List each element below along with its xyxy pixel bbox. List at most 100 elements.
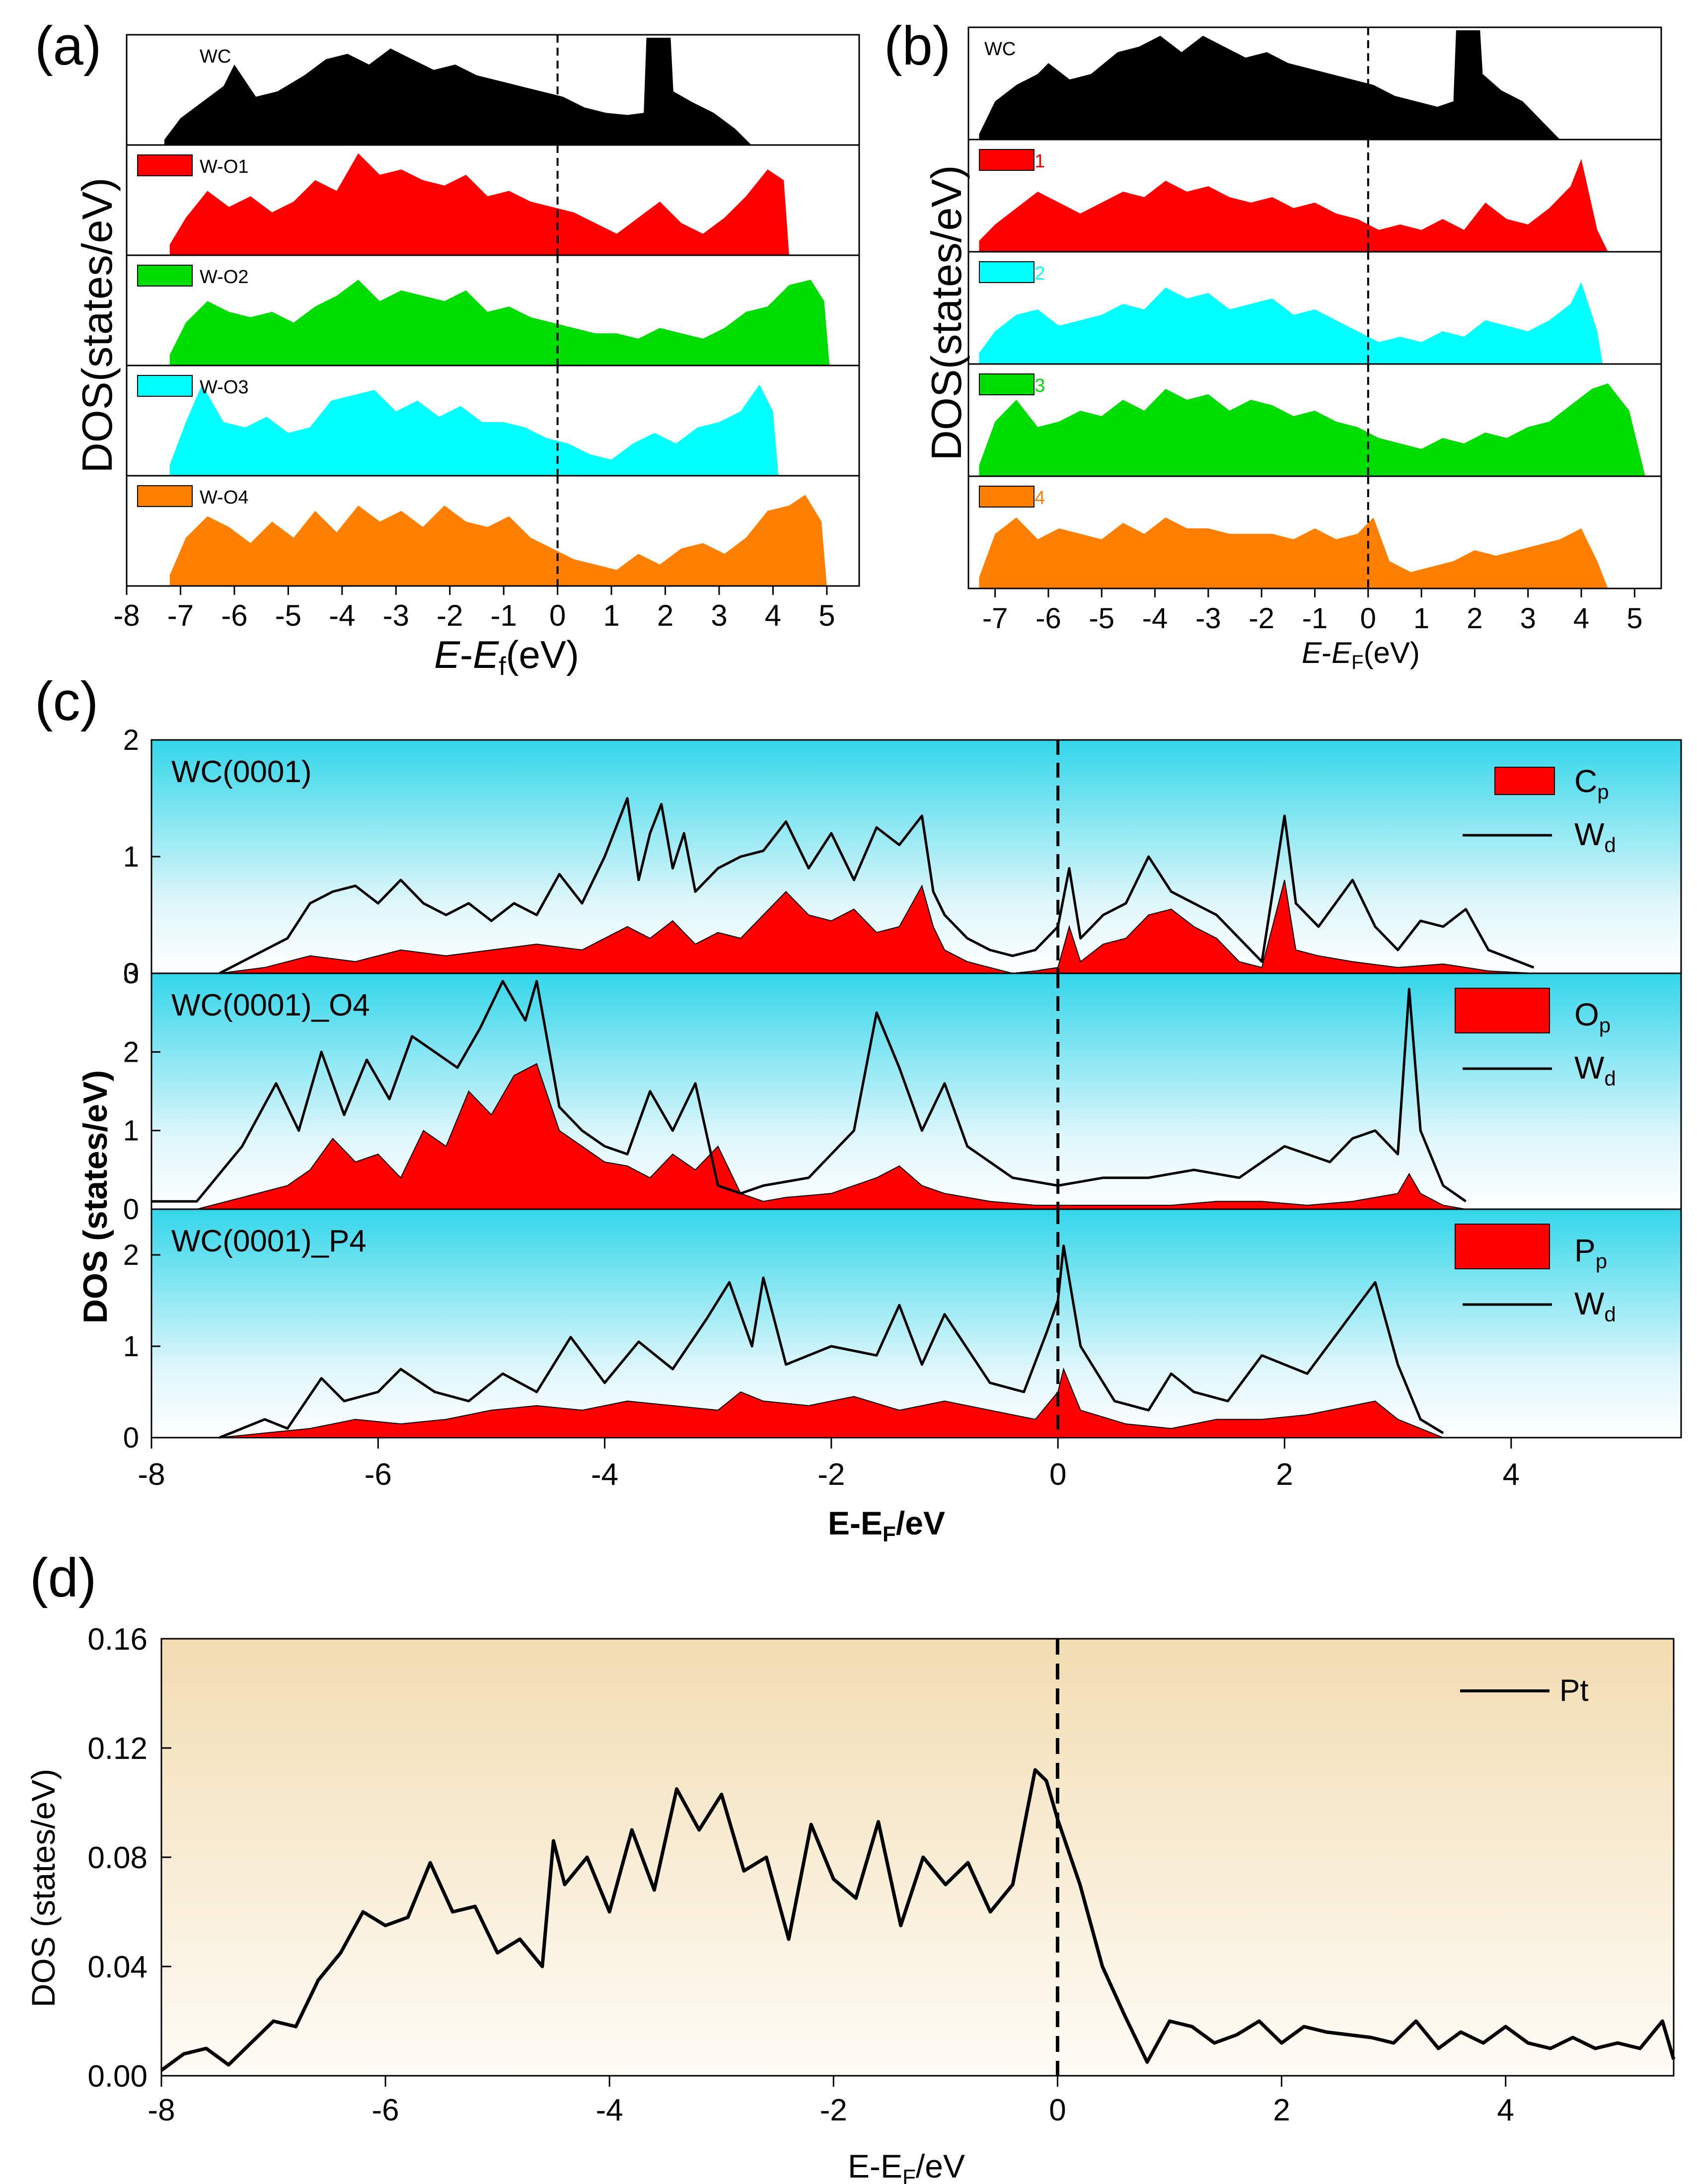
series-label-wc-p3: WC-P3	[984, 375, 1045, 396]
x-tick-label: -4	[591, 1457, 618, 1492]
panel-b-plot-area: WC WC-P1 WC-P2 WC-P3 WC-P4	[967, 26, 1662, 589]
series-area-wc	[164, 38, 752, 145]
panel-d-letter: (d)	[30, 1547, 96, 1608]
panel-c-plot-area: WC(0001)012CpWdWC(0001)_O40123OpWdWC(000…	[123, 724, 1682, 1454]
panel-b: (b) DOS(states/eV) WC WC-P1 WC-P2 WC-P3 WC-P…	[884, 15, 1662, 673]
legend-subscript: p	[1597, 780, 1609, 803]
panel-a-x-ticks: -8 -7 -6 -5 -4 -3 -2 -1 0 1 2 3 4 5	[113, 586, 835, 632]
y-tick-label: 1	[123, 841, 139, 873]
series-area-wc-p2	[979, 282, 1603, 364]
y-tick-label: 0.08	[87, 1841, 148, 1875]
series-label-w-o4: W-O4	[200, 487, 249, 508]
plot-background	[160, 1638, 1675, 2077]
x-tick-label: 4	[765, 599, 781, 632]
series-line-w	[219, 1244, 1444, 1439]
legend-swatch-w-o2	[137, 265, 193, 287]
panel-b-xlabel: E-EF(eV)	[1302, 636, 1420, 673]
x-tick-label: -6	[365, 1457, 392, 1492]
subplot-label: WC(0001)_P4	[171, 1224, 367, 1258]
series-label-w-o1: W-O1	[200, 156, 249, 177]
series-area-w-o2	[169, 280, 830, 365]
series-label-w-o3: W-O3	[200, 377, 249, 398]
x-tick-label: -8	[113, 599, 140, 632]
panel-c-x-ticks: -8 -6 -4 -2 0 2 4	[138, 1438, 1520, 1492]
subplot-w-o4: W-O4	[126, 475, 860, 587]
y-tick-label: 0.12	[87, 1732, 148, 1766]
panel-a: (a) DOS(states/eV) WC W-O1 W-O2 W-O3 W-O4 -8…	[35, 15, 860, 681]
x-tick-label: -3	[383, 599, 409, 632]
y-tick-label: 0	[123, 1193, 139, 1226]
x-tick-label: -6	[221, 599, 247, 632]
subplot-w-o3: W-O3	[126, 364, 860, 477]
x-tick-label: -8	[138, 1457, 165, 1492]
y-tick-label: 1	[123, 1115, 139, 1147]
panel-c: (c) DOS (states/eV) WC(0001)012CpWdWC(00…	[35, 671, 1682, 1546]
legend-swatch	[1455, 988, 1550, 1033]
panel-a-plot-area: WC W-O1 W-O2 W-O3 W-O4	[126, 34, 860, 587]
x-tick-label: -2	[820, 2093, 847, 2127]
series-area-wc	[979, 30, 1560, 140]
subplot-background	[150, 972, 1682, 1210]
x-tick-label: -4	[1142, 602, 1168, 635]
series-area-wc-p1	[979, 159, 1608, 252]
y-tick-label: 2	[123, 1036, 139, 1068]
legend-subscript: p	[1596, 1249, 1607, 1273]
series-area-w-o4	[169, 495, 827, 586]
subplot-wc-p2: WC-P2	[967, 251, 1662, 365]
series-label-w-o2: W-O2	[200, 267, 249, 288]
panel-b-x-ticks: -7 -6 -5 -4 -3 -2 -1 0 1 2 3 4 5	[982, 588, 1642, 635]
x-tick-label: -2	[1249, 602, 1274, 635]
panel-c-ylabel: DOS (states/eV)	[76, 1070, 114, 1323]
x-tick-label: 1	[1413, 602, 1429, 635]
x-tick-label: 5	[818, 599, 835, 632]
subplot-wc-p4: WC-P4	[967, 475, 1662, 589]
panel-d-xlabel: E-EF/eV	[848, 2148, 965, 2184]
x-tick-label: 4	[1573, 602, 1589, 635]
series-label-wc-p4: WC-P4	[984, 488, 1045, 509]
panel-d-ylabel: DOS (states/eV)	[25, 1769, 62, 2007]
panel-d: (d) DOS (states/eV) Pt 0.000.040.080.120…	[25, 1547, 1676, 2184]
panel-b-ylabel: DOS(states/eV)	[923, 165, 970, 460]
legend-swatch-wc-p2	[979, 261, 1034, 283]
legend-swatch	[1455, 1224, 1550, 1269]
x-tick-label: -1	[1302, 602, 1328, 635]
x-tick-label: 2	[657, 599, 673, 632]
x-tick-label: -5	[275, 599, 301, 632]
subplot-wc-p1: WC-P1	[967, 139, 1662, 253]
x-tick-label: 0	[1049, 2093, 1066, 2127]
subplot-w-o2: W-O2	[126, 254, 860, 366]
x-tick-label: 2	[1273, 2093, 1290, 2127]
panel-d-ticks: 0.00 0.04 0.08 0.12 0.16 -8 -6 -4 -2 0 2 4	[87, 1622, 1514, 2127]
x-tick-label: -6	[1035, 602, 1061, 635]
legend-swatch	[1494, 767, 1555, 795]
x-tick-label: 5	[1626, 602, 1642, 635]
series-label-wc-p1: WC-P1	[984, 151, 1045, 172]
subplot-background	[150, 1208, 1682, 1439]
legend-subscript: p	[1599, 1014, 1611, 1037]
x-tick-label: 2	[1467, 602, 1482, 635]
legend-swatch-w-o1	[137, 154, 193, 176]
x-tick-label: 4	[1503, 1457, 1520, 1492]
legend-label: Op	[1574, 997, 1611, 1037]
legend-swatch-wc-p3	[979, 373, 1034, 395]
legend-subscript: d	[1604, 1303, 1616, 1326]
x-tick-label: 0	[1049, 1457, 1066, 1492]
y-tick-label: 0	[123, 957, 139, 990]
x-tick-label: -1	[491, 599, 517, 632]
x-tick-label: -7	[982, 602, 1008, 635]
panel-c-letter: (c)	[35, 671, 98, 732]
x-tick-label: 4	[1497, 2093, 1514, 2127]
subplot-wc: WC	[967, 26, 1662, 141]
legend-label: Pt	[1559, 1674, 1589, 1708]
panel-a-xlabel: E-Ef(eV)	[434, 633, 579, 681]
panel-d-plot-area: Pt	[160, 1638, 1676, 2077]
x-tick-label: -2	[817, 1457, 845, 1492]
x-tick-label: -7	[167, 599, 194, 632]
y-tick-label: 0.04	[87, 1950, 148, 1984]
legend-subscript: d	[1604, 833, 1616, 857]
series-line-pt	[160, 1768, 1676, 2072]
